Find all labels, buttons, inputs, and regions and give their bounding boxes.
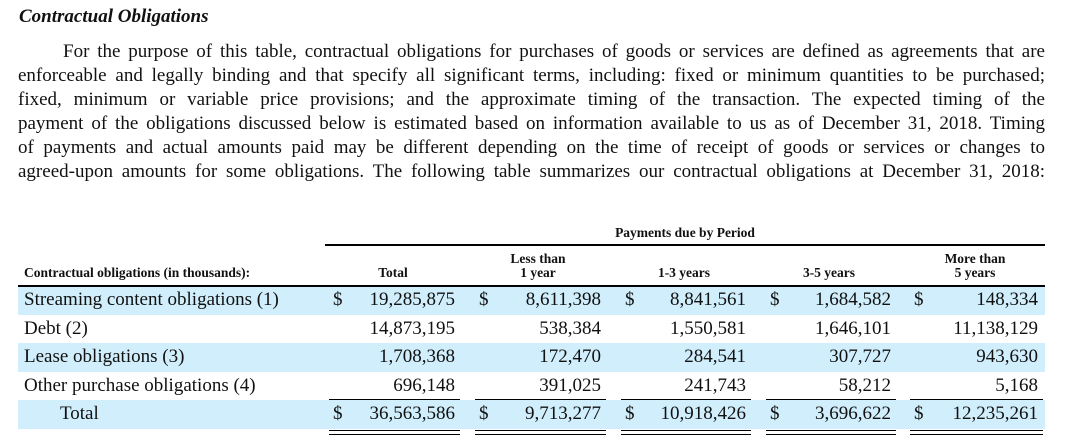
amount: 19,285,875: [369, 289, 456, 310]
rule: [910, 399, 1043, 400]
amount: 307,727: [829, 346, 891, 367]
currency-symbol: $: [333, 403, 343, 424]
rule: [329, 433, 460, 435]
column-header: 1 year: [520, 264, 556, 280]
row-band: [18, 286, 1045, 315]
rule: [475, 429, 606, 431]
rule: [621, 433, 751, 435]
amount: 10,918,426: [660, 403, 747, 424]
amount: 172,470: [539, 346, 601, 367]
currency-symbol: $: [333, 289, 343, 310]
row-band: [18, 400, 1045, 429]
amount: 148,334: [976, 289, 1038, 310]
currency-symbol: $: [625, 403, 635, 424]
rule: [621, 429, 751, 431]
amount: 943,630: [976, 346, 1038, 367]
rule: [329, 399, 460, 400]
rule: [766, 429, 896, 431]
paragraph-line: payment of the obligations discussed bel…: [18, 113, 1045, 134]
currency-symbol: $: [770, 289, 780, 310]
rule: [18, 285, 1045, 287]
currency-symbol: $: [625, 289, 635, 310]
row-label: Debt (2): [24, 317, 88, 339]
amount: 1,550,581: [670, 317, 746, 339]
amount: 5,168: [995, 374, 1038, 396]
rule: [475, 433, 606, 435]
rule: [329, 429, 460, 431]
rule: [766, 433, 896, 435]
row-label: Streaming content obligations (1): [24, 289, 279, 310]
paragraph-line: enforceable and legally binding and that…: [18, 65, 1045, 86]
rule: [766, 399, 896, 400]
row-label: Other purchase obligations (4): [24, 374, 256, 396]
section-title: Contractual Obligations: [19, 6, 209, 27]
amount: 1,684,582: [815, 289, 891, 310]
column-header: Total: [378, 264, 408, 280]
currency-symbol: $: [914, 289, 924, 310]
amount: 538,384: [539, 317, 601, 339]
amount: 8,611,398: [525, 289, 601, 310]
amount: 284,541: [684, 346, 746, 367]
rule: [910, 429, 1043, 431]
amount: 391,025: [539, 374, 601, 396]
column-header: More than: [944, 251, 1006, 266]
rule: [910, 433, 1043, 435]
amount: 36,563,586: [369, 403, 456, 424]
rule: [475, 399, 606, 400]
row-band: [18, 343, 1045, 372]
amount: 3,696,622: [815, 403, 891, 424]
rule: [621, 399, 751, 400]
paragraph-line: of payments and actual amounts paid may …: [18, 137, 1045, 158]
column-header: 1-3 years: [657, 264, 711, 280]
amount: 14,873,195: [369, 317, 456, 339]
currency-symbol: $: [479, 289, 489, 310]
paragraph-line: For the purpose of this table, contractu…: [63, 41, 1045, 62]
column-header: 3-5 years: [802, 264, 856, 280]
column-header: Contractual obligations (in thousands):: [24, 264, 251, 280]
group-header: Payments due by Period: [615, 225, 755, 240]
amount: 9,713,277: [525, 403, 601, 424]
amount: 1,646,101: [815, 317, 891, 339]
amount: 696,148: [393, 374, 455, 396]
paragraph-line: fixed, minimum or variable price provisi…: [18, 89, 1045, 110]
currency-symbol: $: [914, 403, 924, 424]
amount: 241,743: [684, 374, 746, 396]
amount: 1,708,368: [379, 346, 455, 367]
column-header: 5 years: [954, 264, 996, 280]
column-header: Less than: [510, 251, 566, 266]
row-label: Total: [60, 403, 99, 424]
amount: 12,235,261: [952, 403, 1039, 424]
rule: [325, 244, 1045, 246]
amount: 58,212: [838, 374, 891, 396]
currency-symbol: $: [479, 403, 489, 424]
amount: 11,138,129: [953, 317, 1038, 339]
amount: 8,841,561: [670, 289, 746, 310]
currency-symbol: $: [770, 403, 780, 424]
paragraph-line: agreed-upon amounts for some obligations…: [18, 161, 1045, 182]
row-label: Lease obligations (3): [24, 346, 185, 367]
